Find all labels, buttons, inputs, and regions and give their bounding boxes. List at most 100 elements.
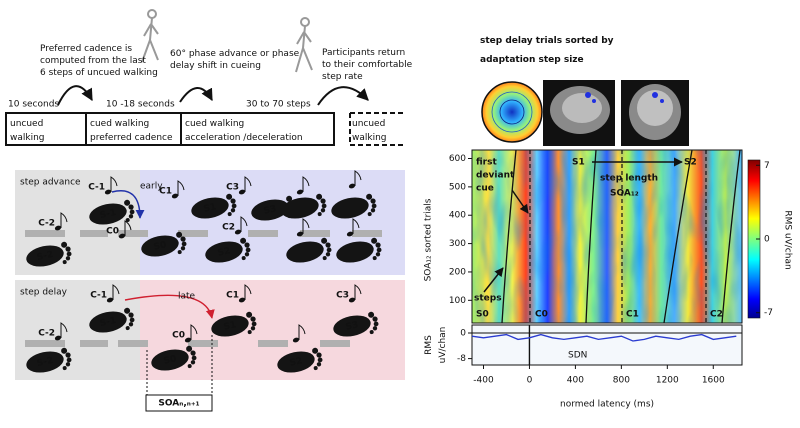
phase-label-line: uncued bbox=[352, 119, 385, 129]
y-tick-label: 200 bbox=[449, 267, 466, 277]
note-stem bbox=[60, 212, 68, 228]
toe bbox=[65, 256, 71, 261]
toe bbox=[369, 330, 374, 335]
interval-label: SOAₙ,ₙ₊₁ bbox=[158, 399, 199, 409]
toe bbox=[313, 366, 318, 371]
rms-line bbox=[471, 333, 737, 342]
toe bbox=[65, 362, 71, 367]
annotation: S1 bbox=[572, 158, 585, 168]
step-curves bbox=[501, 149, 741, 324]
timeline-boxes bbox=[5, 112, 405, 146]
step-label: S1 bbox=[223, 320, 238, 332]
toe bbox=[125, 218, 130, 223]
foot: S-2 bbox=[26, 241, 72, 267]
phase-label: cued walking acceleration /deceleration bbox=[185, 119, 303, 143]
y-axis-label: SOA₁₂ sorted trials bbox=[424, 198, 434, 281]
toe bbox=[191, 355, 197, 361]
note-stem bbox=[190, 324, 198, 340]
timeline-note: 60° phase advance or phase delay shift in… bbox=[170, 49, 300, 71]
toe bbox=[230, 198, 236, 204]
toe bbox=[227, 212, 232, 217]
cue-label: C1 bbox=[226, 291, 239, 301]
panel-title: step advance bbox=[20, 178, 81, 188]
timeline-note-line: Participants return bbox=[322, 48, 405, 58]
foot: S3 bbox=[333, 311, 379, 337]
phase-label-line: preferred cadence bbox=[90, 133, 173, 143]
timeline-arrows bbox=[57, 85, 369, 106]
foot: S1 bbox=[211, 311, 257, 337]
toe bbox=[321, 203, 327, 209]
step-label: S0 bbox=[163, 354, 178, 366]
note-head bbox=[296, 231, 304, 237]
colorbar-label: RMS uV/chan bbox=[783, 210, 793, 269]
cue-label: C3 bbox=[226, 183, 239, 193]
y-tick-label: 300 bbox=[449, 239, 466, 249]
toe bbox=[190, 360, 196, 365]
toe bbox=[230, 208, 236, 213]
toe bbox=[320, 198, 326, 204]
toe bbox=[375, 252, 381, 257]
duration-label: 10 -18 seconds bbox=[106, 100, 175, 110]
cue-label: C1 bbox=[159, 187, 172, 197]
annotation: deviant bbox=[476, 171, 515, 181]
toe bbox=[246, 311, 253, 318]
chart-title: step delay trials sorted by adaptation st… bbox=[480, 36, 614, 65]
toe bbox=[316, 352, 322, 358]
toe bbox=[61, 241, 68, 248]
y-tick-label: -8 bbox=[457, 354, 466, 364]
toe bbox=[325, 242, 331, 248]
toe bbox=[241, 256, 246, 261]
y-tick-label: 100 bbox=[449, 296, 466, 306]
toe bbox=[321, 237, 328, 244]
cue-label: C-2 bbox=[38, 329, 55, 339]
annotation: C2 bbox=[710, 310, 723, 320]
note-head bbox=[234, 229, 242, 235]
interval-box bbox=[145, 394, 213, 412]
step-label: S2 bbox=[217, 246, 232, 258]
toe bbox=[250, 326, 256, 331]
sole bbox=[336, 241, 374, 263]
toe bbox=[181, 241, 187, 247]
sole bbox=[191, 197, 229, 219]
x-tick-label: 800 bbox=[613, 376, 630, 386]
panel-title: step delay bbox=[20, 288, 68, 298]
annotation: S0 bbox=[476, 310, 489, 320]
note-stem bbox=[244, 176, 252, 192]
note-stem bbox=[302, 218, 310, 234]
note-head bbox=[238, 189, 246, 195]
toe bbox=[317, 357, 323, 363]
toe bbox=[128, 312, 134, 318]
toe bbox=[125, 326, 130, 331]
cue-label: C0 bbox=[172, 331, 185, 341]
note-stem bbox=[110, 176, 118, 192]
step-label: S3 bbox=[345, 320, 360, 332]
note-head bbox=[238, 297, 246, 303]
y-tick-label: 500 bbox=[449, 182, 466, 192]
cue-label: C-2 bbox=[38, 219, 55, 229]
toe bbox=[190, 350, 196, 356]
foot: S2 bbox=[277, 347, 323, 373]
x-tick-label: 0 bbox=[527, 376, 533, 386]
sole bbox=[141, 235, 179, 257]
timeline-note-line: computed from the last bbox=[40, 56, 146, 66]
toe bbox=[325, 252, 331, 257]
walker-figures bbox=[141, 9, 313, 73]
toe bbox=[372, 256, 377, 261]
rms-frame bbox=[471, 324, 743, 366]
timeline-note-line: step rate bbox=[322, 72, 363, 82]
foot bbox=[331, 193, 377, 219]
toe bbox=[244, 242, 250, 248]
cue-timing: late bbox=[178, 292, 196, 302]
sole bbox=[277, 351, 315, 373]
annotation: steps bbox=[474, 294, 502, 304]
y-axis-label: RMS uV/chan bbox=[424, 327, 448, 364]
toe bbox=[231, 203, 237, 209]
note-head bbox=[118, 233, 126, 239]
note-stem bbox=[298, 324, 306, 340]
sole bbox=[151, 349, 189, 371]
note-head bbox=[346, 231, 354, 237]
y-axis-label-line: RMS bbox=[424, 335, 434, 355]
note-head bbox=[54, 225, 62, 231]
heatmap-noise bbox=[472, 150, 742, 323]
